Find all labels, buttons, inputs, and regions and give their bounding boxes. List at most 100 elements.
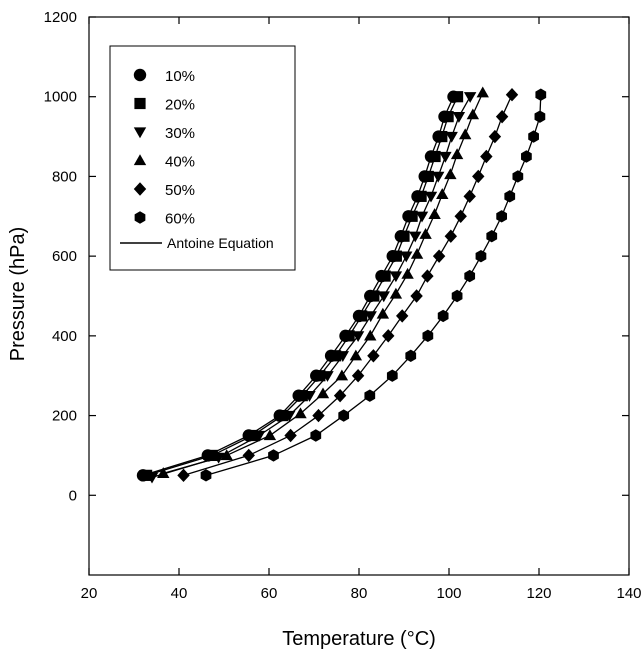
series-3-point-15 xyxy=(424,191,438,203)
series-3-points xyxy=(145,92,477,484)
series-5-points xyxy=(177,88,519,483)
series-6-point-17 xyxy=(521,150,532,163)
series-6-point-10 xyxy=(451,289,463,303)
series-4-point-5 xyxy=(316,387,330,399)
series-2-point-19 xyxy=(442,111,454,123)
series-3-point-17 xyxy=(439,151,452,163)
series-5-point-14 xyxy=(454,209,467,223)
series-4-point-14 xyxy=(428,208,441,219)
series-6-point-13 xyxy=(486,230,498,243)
series-2-point-18 xyxy=(436,130,448,143)
series-5-point-9 xyxy=(396,309,409,323)
series-4-point-11 xyxy=(401,267,414,279)
series-6-points xyxy=(200,88,547,482)
legend-label-1: 10% xyxy=(165,68,195,85)
series-3-point-19 xyxy=(452,111,466,123)
series-4-point-17 xyxy=(450,148,464,160)
y-tick-label-0: 0 xyxy=(69,487,77,504)
series-4-point-2 xyxy=(220,449,233,461)
series-6-point-1 xyxy=(200,469,212,482)
series-5-point-12 xyxy=(432,249,446,263)
y-tick-label-6: 1200 xyxy=(44,9,77,26)
series-6-point-3 xyxy=(310,429,322,442)
x-tick-label-3: 80 xyxy=(351,585,368,602)
legend-marker-3 xyxy=(133,127,147,139)
series-2-point-2 xyxy=(206,449,218,462)
legend-label-2: 20% xyxy=(165,97,195,114)
series-3-point-13 xyxy=(409,231,422,243)
y-tick-label-2: 400 xyxy=(52,328,77,345)
y-tick-label-1: 200 xyxy=(52,408,77,425)
series-4-point-8 xyxy=(364,329,377,341)
series-4-point-16 xyxy=(444,168,457,180)
series-3-point-8 xyxy=(351,331,365,343)
series-3-point-4 xyxy=(283,410,296,422)
series-6-point-6 xyxy=(386,369,398,382)
legend-label-5: 50% xyxy=(165,182,195,199)
series-2-point-7 xyxy=(330,350,342,362)
series-2-point-15 xyxy=(415,190,427,202)
series-2-point-20 xyxy=(451,91,464,103)
points-layer xyxy=(136,86,547,484)
series-6-point-18 xyxy=(528,130,539,143)
legend-marker-4 xyxy=(133,154,147,166)
x-tick-label-6: 140 xyxy=(616,585,641,602)
series-5-point-6 xyxy=(351,369,365,383)
series-5-point-20 xyxy=(505,88,519,102)
series-6-point-12 xyxy=(475,249,487,263)
x-axis-title: Temperature (°C) xyxy=(282,628,436,650)
series-2-point-5 xyxy=(296,390,308,402)
series-2-point-9 xyxy=(356,310,368,322)
series-6-point-19 xyxy=(534,110,546,123)
series-2-point-8 xyxy=(343,330,355,342)
series-6-point-14 xyxy=(496,210,508,223)
series-5-point-19 xyxy=(495,109,509,124)
series-4-point-13 xyxy=(419,228,432,239)
legend-marker-6 xyxy=(134,211,146,224)
series-3-point-1 xyxy=(145,472,159,484)
legend-label-6: 60% xyxy=(165,211,195,228)
series-6-point-2 xyxy=(268,449,279,462)
x-tick-label-2: 60 xyxy=(261,585,278,602)
series-5-point-1 xyxy=(177,468,190,483)
series-2-point-13 xyxy=(398,230,410,242)
series-4-point-3 xyxy=(263,429,277,441)
series-3-point-14 xyxy=(415,211,429,223)
series-6-point-11 xyxy=(464,269,476,283)
legend: 10% 20% 30% 40% 50% 60% Antoine Equation xyxy=(109,45,296,271)
series-5-point-7 xyxy=(367,349,380,363)
legend-label-3: 30% xyxy=(165,125,195,142)
series-3-point-20 xyxy=(463,92,477,103)
x-tick-label-4: 100 xyxy=(436,585,461,602)
series-2-point-16 xyxy=(422,170,434,183)
series-3-point-16 xyxy=(432,171,445,183)
series-5-point-2 xyxy=(242,448,255,463)
series-5-point-17 xyxy=(480,149,493,164)
series-2-point-17 xyxy=(429,150,441,163)
series-4-points xyxy=(157,86,489,479)
series-3-point-18 xyxy=(445,131,458,143)
series-5-point-8 xyxy=(382,329,395,343)
series-5-point-4 xyxy=(312,408,325,423)
series-3-point-2 xyxy=(212,452,225,464)
series-3-point-9 xyxy=(364,311,377,323)
series-6-point-9 xyxy=(437,309,449,323)
series-4-point-4 xyxy=(294,407,307,419)
series-6-point-7 xyxy=(405,349,417,362)
series-5-point-3 xyxy=(284,428,297,443)
series-3-point-5 xyxy=(303,390,316,402)
x-tick-label-5: 120 xyxy=(526,585,551,602)
series-4-point-12 xyxy=(410,247,424,259)
legend-marker-2 xyxy=(134,97,146,110)
series-6-point-20 xyxy=(535,88,547,101)
series-6-point-16 xyxy=(512,170,524,183)
legend-marker-1 xyxy=(133,68,147,82)
series-6-point-5 xyxy=(364,389,376,402)
y-tick-label-5: 1000 xyxy=(44,89,77,106)
series-4-point-20 xyxy=(476,86,489,98)
series-3-point-12 xyxy=(400,251,413,263)
axes-layer: 20 40 60 80 100 120 140 0 200 400 600 800 1000 1200 xyxy=(44,9,642,602)
legend-label-4: 40% xyxy=(165,154,195,171)
